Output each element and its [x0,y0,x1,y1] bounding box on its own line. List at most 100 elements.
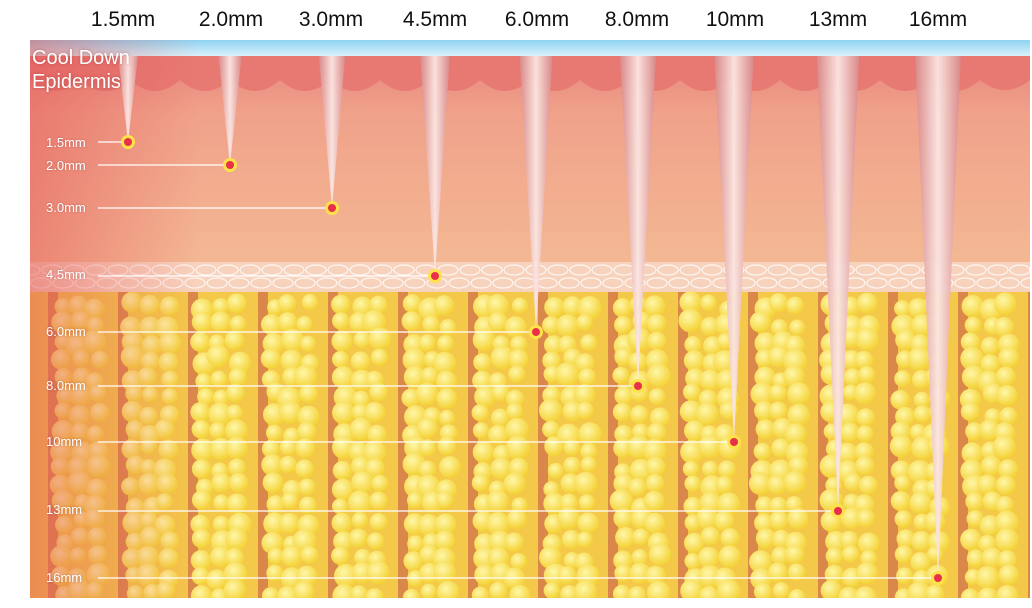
fat-cell [266,495,285,514]
fat-cell [295,459,314,479]
fat-cell [925,584,945,598]
fat-cell [576,401,594,420]
fat-cell [371,474,389,492]
fascia-cell [305,264,327,276]
fascia-cell [217,264,239,276]
fat-cell [631,549,648,566]
fat-cell [718,545,741,568]
fat-cell [277,312,298,332]
fat-cell [331,512,352,534]
fat-cell [278,512,300,534]
fat-cell [504,532,524,552]
depth-marker [634,382,642,390]
fat-cell [543,335,564,355]
fascia-cell [745,264,767,276]
fat-cell [280,349,303,372]
fat-cell [434,530,456,551]
fascia-cell [855,264,877,276]
fat-cell [486,511,510,536]
fascia-cell [294,277,316,289]
fat-cell [418,439,437,457]
fat-cell [577,295,602,320]
fat-cell [486,490,509,513]
fat-cell [555,362,580,387]
fat-cell [557,506,580,530]
fat-cell [856,408,876,427]
fat-cell [439,319,457,336]
fat-cell [612,402,632,422]
fat-cell [628,477,647,497]
fat-cell [206,569,228,591]
fat-cell [754,513,774,533]
fat-cell [749,550,773,574]
fat-cell [825,547,844,565]
fat-cell [368,327,392,350]
fat-cell [924,510,946,533]
fat-cell [352,390,370,409]
top-depth-label-6: 8.0mm [604,8,670,31]
fat-cell [331,498,349,515]
fat-cell [578,494,596,511]
fat-cell [613,550,633,571]
fat-cell [696,507,719,530]
fat-cell [505,417,529,442]
fat-cell [472,422,490,439]
fascia-cell [789,264,811,276]
fat-cell [995,528,1019,552]
depth-marker [532,328,540,336]
fat-cell [907,459,932,484]
fat-cell [700,526,720,546]
needle [620,56,656,386]
fat-cell [369,512,388,531]
fat-cell [853,382,876,405]
fat-cell [542,316,561,335]
fat-cell [647,581,671,598]
fat-cell [994,510,1019,535]
fat-cell [208,402,232,426]
fat-cell [683,420,706,442]
fat-cell [505,389,525,408]
fascia-cell [954,277,976,289]
fat-cell [855,455,875,476]
fat-cell [679,291,702,314]
fascia-cell [987,264,1009,276]
fat-cell [472,441,495,463]
fat-cell [894,545,913,564]
fat-cell [609,489,634,513]
fascia-cell [459,264,481,276]
fat-cell [543,492,566,515]
fat-cell [787,563,806,581]
fat-cell [471,404,489,422]
fat-cell [890,390,910,410]
fat-cell [369,491,388,511]
fat-cell [542,420,560,439]
fat-cell [281,492,299,510]
fat-cell [649,407,670,428]
cool-down-label-line1: Cool Down [32,47,130,69]
fat-cell [433,295,455,316]
fascia-cell [283,264,305,276]
fat-cell [486,294,510,318]
septum [818,292,828,598]
fat-cell [854,350,874,370]
fat-cell [575,353,595,373]
fat-cell [402,588,421,598]
fat-cell [613,508,634,529]
fat-cell [632,528,650,546]
fat-cell [858,475,878,495]
fat-cell [999,407,1018,426]
fascia-cell [679,264,701,276]
side-depth-label-4: 4.5mm [46,267,86,282]
fat-cell [473,353,492,372]
fat-cell [331,330,353,352]
fat-cell [645,456,666,478]
fat-cell [614,347,634,367]
fat-cell [907,581,931,598]
fat-cell [226,404,243,422]
fat-cell [913,391,931,409]
fat-cell [784,423,807,445]
fat-cell [716,579,741,598]
fascia-cell [756,277,778,289]
fat-cell [717,492,741,516]
top-depth-label-5: 6.0mm [504,8,570,31]
